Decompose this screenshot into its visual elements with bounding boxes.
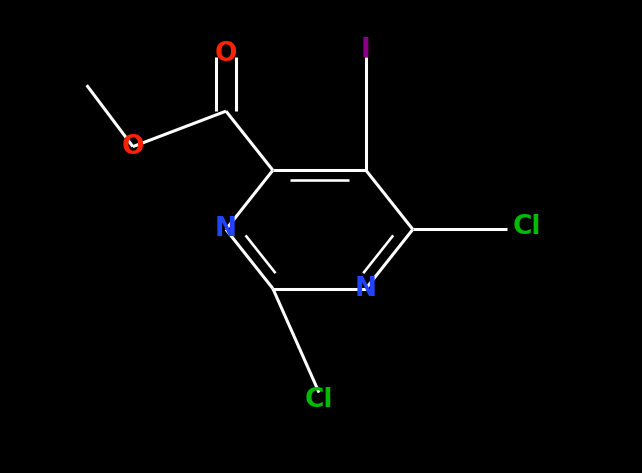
Text: N: N (355, 276, 377, 301)
Text: Cl: Cl (305, 387, 333, 412)
Text: N: N (215, 217, 237, 242)
Text: Cl: Cl (512, 214, 541, 240)
Text: O: O (214, 42, 238, 67)
Text: I: I (361, 37, 371, 62)
Text: O: O (121, 134, 144, 159)
